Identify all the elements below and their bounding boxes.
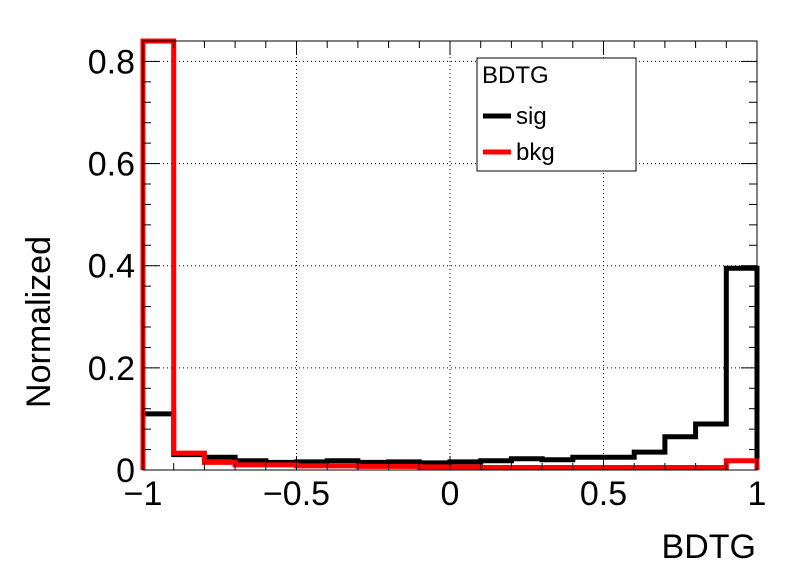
tick-labels: −1 −0.5 0 0.5 1 0 0.2 0.4 0.6 0.8 [88,43,767,513]
y-axis-title: Normalized [20,236,58,408]
legend-label-sig: sig [516,103,547,130]
x-axis-title: BDTG [662,528,756,566]
legend: BDTG sig bkg [476,57,637,172]
x-tick-label-2: 0 [441,475,460,513]
y-tick-label-3: 0.6 [88,146,135,184]
y-tick-label-1: 0.2 [88,350,135,388]
y-tick-label-2: 0.4 [88,248,135,286]
legend-title: BDTG [482,62,549,89]
legend-label-bkg: bkg [516,139,555,166]
x-tick-label-0: −1 [124,475,163,513]
y-tick-label-4: 0.8 [88,43,135,81]
x-tick-label-4: 1 [748,475,767,513]
x-tick-label-1: −0.5 [263,475,330,513]
y-tick-label-0: 0 [116,452,135,490]
x-tick-label-3: 0.5 [580,475,627,513]
axes [142,40,758,471]
